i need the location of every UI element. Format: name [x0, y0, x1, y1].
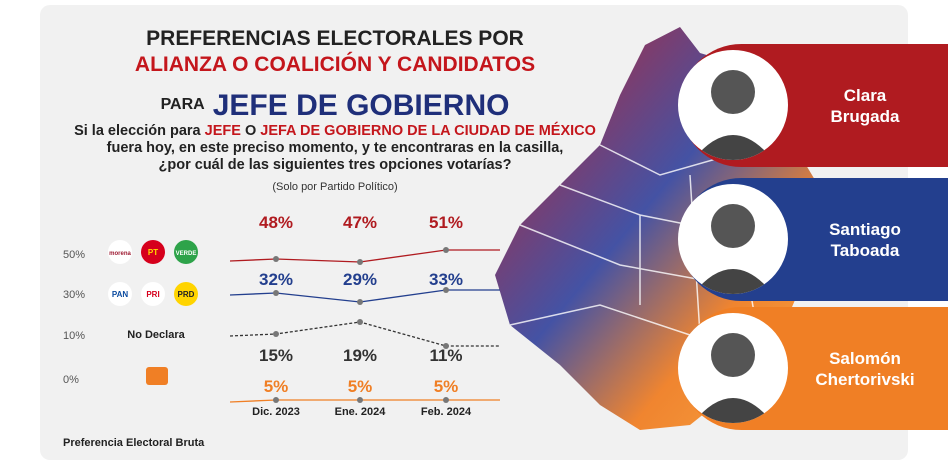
question-text-a: Si la elección para: [74, 123, 201, 139]
pan-logo-text: PAN: [112, 290, 129, 299]
data-label: 11%: [429, 346, 462, 365]
data-label: 19%: [343, 346, 377, 365]
pri-logo-text: PRI: [146, 290, 159, 299]
morena-logo: [108, 240, 132, 264]
verde-logo-text: VERDE: [176, 251, 197, 257]
series-line-3: [229, 399, 500, 403]
data-label: 29%: [343, 270, 377, 289]
pri-logo: [141, 282, 165, 306]
candidate-name-chertorivski: Salomón Chertorivski: [815, 348, 915, 389]
data-point: [443, 287, 449, 293]
data-point: [357, 397, 363, 403]
y-tick-label: 50%: [63, 249, 85, 261]
data-label: 47%: [343, 213, 377, 232]
pt-logo-text: PT: [148, 248, 158, 257]
note: (Solo por Partido Político): [272, 181, 398, 193]
pan-logo: [108, 282, 132, 306]
data-label: 48%: [259, 213, 293, 232]
data-point: [443, 247, 449, 253]
data-label: 51%: [429, 213, 463, 232]
y-tick-label: 30%: [63, 289, 85, 301]
title-para: PARA: [160, 96, 205, 113]
data-label: 15%: [259, 346, 293, 365]
data-label: 5%: [348, 377, 373, 396]
question-jefe: JEFE: [204, 123, 241, 139]
candidate-photo-brugada: [678, 50, 788, 160]
candidate-panel-brugada: Clara Brugada: [678, 44, 948, 167]
candidate-panel-chertorivski: Salomón Chertorivski: [678, 307, 948, 430]
data-point: [357, 259, 363, 265]
title-line3: PARA JEFE DE GOBIERNO: [40, 89, 630, 123]
candidate-panel-taboada: Santiago Taboada: [678, 178, 948, 301]
y-tick-label: 0%: [63, 374, 79, 386]
morena-logo-text: morena: [109, 251, 131, 257]
data-label: 5%: [434, 377, 459, 396]
data-point: [273, 397, 279, 403]
question-jefa: JEFA DE GOBIERNO DE LA CIUDAD DE MÉXICO: [260, 123, 596, 139]
candidate-name-taboada: Santiago Taboada: [829, 219, 901, 260]
title-line2: ALIANZA O COALICIÓN Y CANDIDATOS: [134, 53, 536, 76]
data-point: [357, 319, 363, 325]
mc-logo: [146, 367, 168, 385]
data-point: [273, 256, 279, 262]
question-line2: fuera hoy, en este preciso momento, y te…: [106, 140, 564, 156]
x-category-label: Feb. 2024: [421, 406, 472, 418]
series-line-0: [229, 249, 500, 263]
data-label: 33%: [429, 270, 463, 289]
data-point: [443, 397, 449, 403]
data-label: 32%: [259, 270, 293, 289]
line-chart: 50% 30% 10% 0% 48% 47% 51% 32% 29% 33% 15% 19% 11% 5%…: [63, 213, 500, 418]
prd-logo: [174, 282, 198, 306]
data-point: [357, 299, 363, 305]
footer-label: Preferencia Electoral Bruta: [63, 437, 205, 449]
x-category-label: Ene. 2024: [335, 406, 387, 418]
data-point: [273, 290, 279, 296]
candidate-photo-taboada: [678, 184, 788, 294]
map-borders: [509, 144, 780, 346]
question-o: O: [244, 123, 257, 139]
title-line1: PREFERENCIAS ELECTORALES POR: [146, 27, 524, 50]
no-declara-label: No Declara: [127, 329, 185, 341]
verde-logo: [174, 240, 198, 264]
series-line-2: [229, 321, 500, 347]
candidate-photo-chertorivski: [678, 313, 788, 423]
data-point: [273, 331, 279, 337]
data-point: [443, 343, 449, 349]
survey-question: Si la elección para JEFE O JEFA DE GOBIE…: [40, 123, 630, 174]
series-line-1: [229, 289, 500, 303]
question-line3: ¿por cuál de las siguientes tres opcione…: [158, 157, 512, 173]
x-category-label: Dic. 2023: [252, 406, 300, 418]
candidate-name-brugada: Clara Brugada: [830, 85, 900, 126]
prd-logo-text: PRD: [178, 290, 195, 299]
y-tick-label: 10%: [63, 330, 85, 342]
data-label: 5%: [264, 377, 289, 396]
title-main: JEFE DE GOBIERNO: [212, 89, 510, 122]
pt-logo: [141, 240, 165, 264]
